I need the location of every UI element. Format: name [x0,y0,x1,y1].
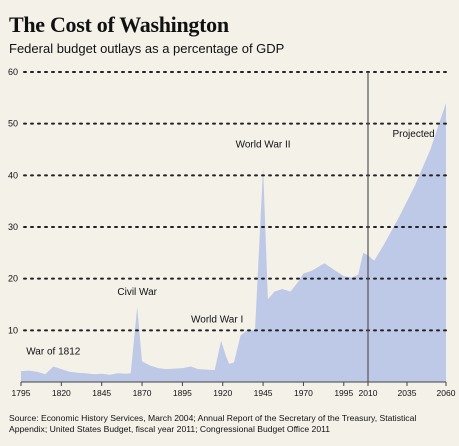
outlays-area [21,103,446,382]
y-tick-label: 10 [8,325,18,335]
chart-subtitle: Federal budget outlays as a percentage o… [9,41,285,56]
annotation-label: War of 1812 [26,347,81,358]
x-tick-label: 1920 [213,388,232,398]
y-tick-label: 40 [8,170,18,180]
x-tick-label: 1845 [92,388,111,398]
x-tick-label: 2060 [437,388,456,398]
y-tick-label: 30 [8,222,18,232]
chart-title: The Cost of Washington [9,12,229,37]
x-tick-label: 1895 [173,388,192,398]
annotation-label: Civil War [117,287,157,298]
x-tick-label: 2035 [398,388,417,398]
x-tick-label: 1970 [294,388,313,398]
y-tick-label: 50 [8,119,18,129]
x-tick-label: 1795 [12,388,31,398]
x-tick-label: 2010 [359,388,378,398]
y-tick-label: 60 [8,67,18,77]
annotation-label: World War I [191,315,243,326]
source-note: Source: Economic History Services, March… [9,413,417,434]
y-tick-label: 20 [8,274,18,284]
x-tick-label: 1820 [52,388,71,398]
x-tick-label: 1995 [334,388,353,398]
annotation-label: Projected [392,129,434,140]
x-tick-label: 1870 [133,388,152,398]
annotation-label: World War II [236,140,291,151]
x-tick-label: 1945 [254,388,273,398]
